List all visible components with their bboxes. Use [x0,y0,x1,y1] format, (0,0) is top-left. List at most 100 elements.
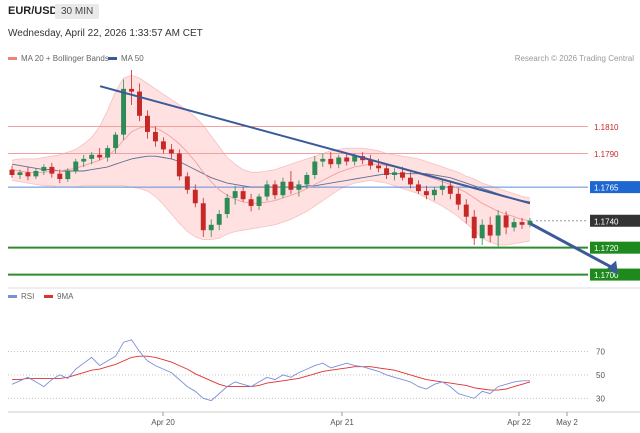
candle-body [272,184,278,196]
candle-body [89,154,95,159]
candle-body [312,161,318,175]
rsi-ma-swatch [44,295,53,298]
level-label-1.1700: 1.1700 [594,271,619,280]
ma20-swatch [8,57,17,60]
candle-body [280,181,286,196]
candle-body [97,154,103,158]
candle-body [232,191,238,198]
rsi-line [11,339,530,402]
timeframe-badge[interactable]: 30 MIN [55,4,100,19]
level-label-1.1810: 1.1810 [594,123,619,132]
candle-body [17,172,23,175]
candle-body [344,157,350,162]
candle-body [184,176,190,190]
candle-body [384,168,390,175]
x-tick-label: May 2 [556,418,578,427]
candle-body [304,175,310,185]
resistance-trendline [99,85,531,205]
candle-body [439,185,445,190]
candle-body [352,156,358,162]
legend-ma50: MA 50 [108,54,144,63]
candle-body [415,184,421,192]
level-label-1.1790: 1.1790 [594,150,619,159]
candle-body [25,172,31,177]
candle-body [479,224,485,239]
candle-body [73,161,79,171]
candle-body [400,172,405,178]
chart-header: EUR/USD 30 MIN Wednesday, April 22, 2026… [0,0,640,48]
candle-body [487,224,493,236]
candle-body [320,158,326,162]
forecast-arrow-shaft [529,222,615,270]
candle-body [152,131,158,142]
candle-body [392,172,397,175]
candle-body [129,88,135,92]
candle-body [423,191,429,196]
candle-body [192,189,198,204]
legend-rsi-ma-label: 9MA [57,292,74,301]
rsi-swatch [8,295,17,298]
candle-body [463,204,469,217]
candle-body [145,115,150,132]
candle-body [160,141,166,150]
candle-body [240,191,246,200]
symbol-title: EUR/USD [8,5,58,17]
candle-body [49,166,55,174]
candle-body [81,158,87,162]
candle-body [33,170,39,177]
bollinger-lower-line [11,179,531,246]
candle-body [288,181,294,190]
level-badge-1.1700 [590,268,640,281]
legend-rsi-label: RSI [21,292,35,301]
candle-body [176,153,182,177]
candle-body [328,158,334,165]
rsi-panel: 30 50 70 [8,339,640,413]
candle-body [105,148,111,158]
x-tick-label: Apr 21 [330,418,354,427]
bollinger-upper-line [11,74,531,199]
x-tick-label: Apr 22 [507,418,531,427]
candle-body [200,203,206,231]
rsi-tick-70: 70 [596,348,605,357]
level-badge-1.1765 [590,181,640,194]
candle-body [471,216,477,239]
candle-body [368,160,374,166]
legend-rsi-ma: 9MA [44,292,73,301]
candle-body [65,170,71,180]
level-label-1.1740: 1.1740 [594,217,619,226]
rsi-tick-30: 30 [596,394,605,403]
candle-body [248,199,254,206]
candle-body [113,134,119,149]
candle-body [216,214,222,225]
candle-body [41,166,47,171]
level-badge-1.1720 [590,241,640,254]
candle-body [57,173,63,180]
candle-body [9,169,15,175]
candle-body [224,197,230,215]
credit-text: Research © 2026 Trading Central [514,54,634,63]
datetime-label: Wednesday, April 22, 2026 1:33:57 AM CET [8,28,203,39]
ma20-line [11,126,531,222]
candle-body [407,177,413,185]
candle-body [264,184,270,197]
candle-body [121,88,127,135]
candle-body [296,184,302,190]
bollinger-band-area [12,75,530,246]
rsi-tick-50: 50 [596,371,605,380]
legend-ma20-label: MA 20 + Bollinger Bands [21,54,109,63]
ma50-line [11,155,531,203]
candle-body [256,196,262,206]
candle-body [168,149,174,154]
candle-body [519,222,525,225]
candle-body [527,220,533,225]
legend-ma50-label: MA 50 [121,54,144,63]
candle-body [431,189,437,196]
legend-ma20: MA 20 + Bollinger Bands [8,54,109,63]
x-tick-label: Apr 20 [151,418,175,427]
candle-body [376,165,382,169]
level-label-1.1720: 1.1720 [594,244,619,253]
candle-body [503,215,509,228]
candle-body [208,224,214,231]
candle-body [336,157,342,165]
